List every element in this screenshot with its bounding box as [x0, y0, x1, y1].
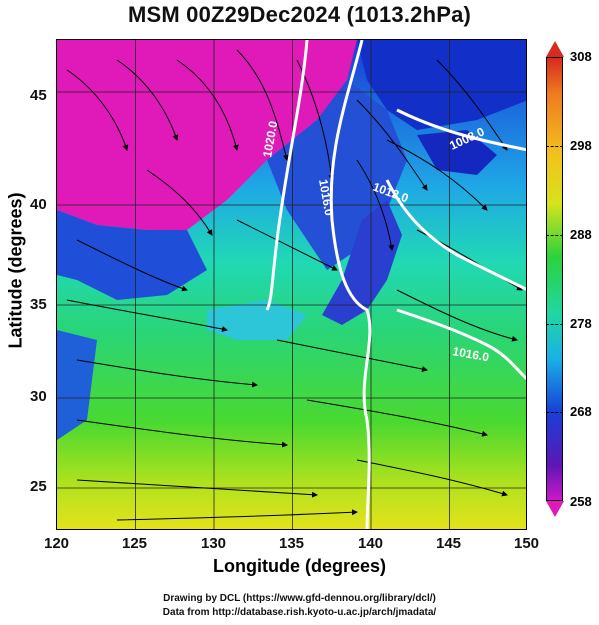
- footer-credit-dcl: Drawing by DCL (https://www.gfd-dennou.o…: [163, 593, 436, 604]
- x-tick-120: 120: [44, 535, 70, 552]
- colorbar-bottom-arrow: [546, 501, 564, 517]
- western-japan-landmass: [207, 300, 307, 340]
- colorbar-tick-298: [546, 146, 563, 147]
- y-tick-35: 35: [30, 296, 47, 313]
- map-plot-area: 1020.0 1016.0 1012.0 1008.0 1016.0: [56, 39, 527, 530]
- colorbar-label-308: 308: [570, 49, 592, 64]
- colorbar: [546, 57, 563, 501]
- y-tick-25: 25: [30, 478, 47, 495]
- x-tick-150: 150: [514, 535, 540, 552]
- colorbar-label-288: 288: [570, 227, 592, 242]
- temperature-map: 1020.0 1016.0 1012.0 1008.0 1016.0: [57, 40, 526, 529]
- colorbar-tick-268: [546, 412, 563, 413]
- isobar-label-1016-north: 1016.0: [316, 178, 336, 217]
- y-tick-40: 40: [30, 196, 47, 213]
- x-tick-125: 125: [122, 535, 148, 552]
- korea-peninsula-region: [57, 210, 207, 300]
- colorbar-label-268: 268: [570, 404, 592, 419]
- colorbar-tick-288: [546, 235, 563, 236]
- y-axis-label: Latitude (degrees): [5, 192, 26, 349]
- x-tick-130: 130: [201, 535, 227, 552]
- footer-credit-data: Data from http://database.rish.kyoto-u.a…: [162, 607, 437, 618]
- map-title: MSM 00Z29Dec2024 (1013.2hPa): [127, 2, 472, 27]
- colorbar-label-258: 258: [570, 494, 592, 509]
- colorbar-label-278: 278: [570, 316, 592, 331]
- y-tick-30: 30: [30, 388, 47, 405]
- isobar-lines: [265, 40, 526, 529]
- honshu-landmass: [322, 200, 402, 325]
- hokkaido-landmass: [417, 130, 497, 175]
- colorbar-top-arrow: [546, 41, 564, 57]
- x-tick-145: 145: [436, 535, 462, 552]
- isobar-label-1020: 1020.0: [260, 120, 280, 159]
- isobar-label-1016-south: 1016.0: [451, 344, 490, 364]
- x-tick-140: 140: [358, 535, 384, 552]
- colorbar-label-298: 298: [570, 138, 592, 153]
- china-coast-region: [57, 330, 97, 440]
- lat-lon-grid: [57, 40, 526, 529]
- colorbar-tick-278: [546, 324, 563, 325]
- x-tick-135: 135: [279, 535, 305, 552]
- sakhalin-region: [357, 40, 526, 130]
- wind-streamlines: [66, 49, 523, 521]
- y-tick-45: 45: [30, 87, 47, 104]
- x-axis-label: Longitude (degrees): [212, 556, 386, 576]
- cold-air-region: [57, 40, 357, 230]
